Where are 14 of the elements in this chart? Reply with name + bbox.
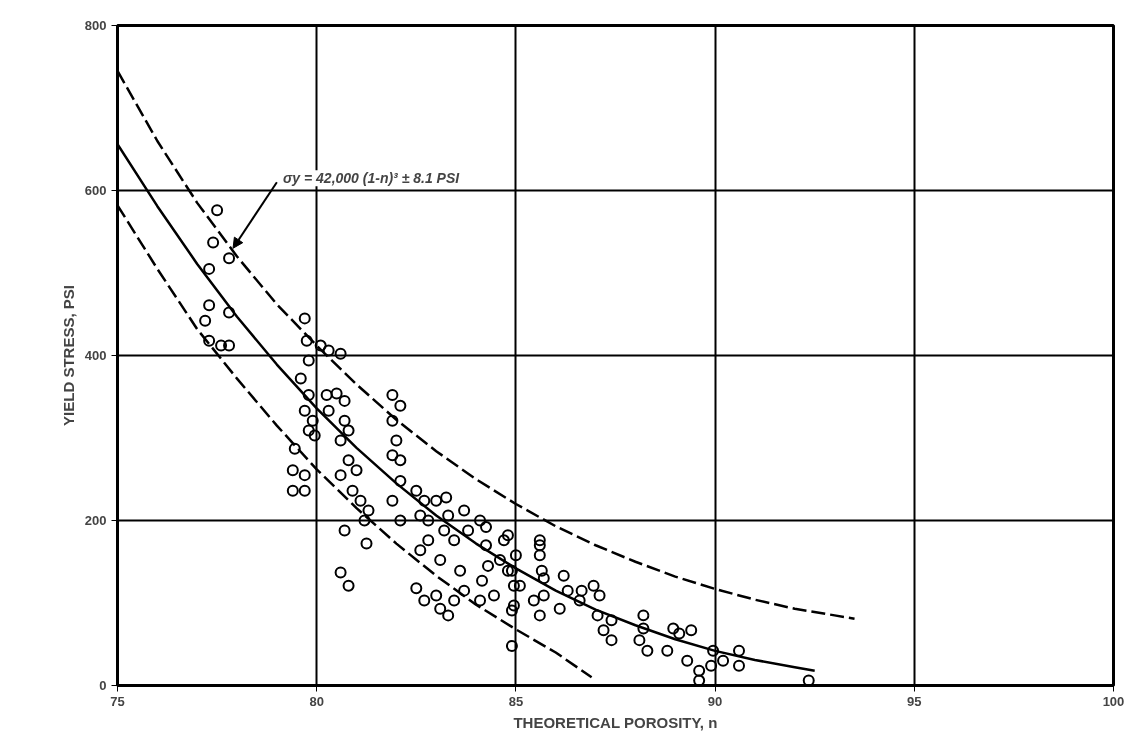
x-tick-label: 95 bbox=[907, 693, 922, 709]
x-axis-title: THEORETICAL POROSITY, n bbox=[513, 713, 718, 731]
x-tick-label: 100 bbox=[1102, 693, 1125, 709]
x-tick-label: 85 bbox=[508, 693, 524, 709]
x-tick-label: 90 bbox=[707, 693, 723, 709]
y-tick-label: 200 bbox=[84, 513, 107, 528]
annotation: σy = 42,000 (1-n)³ ± 8.1 PSI bbox=[283, 170, 461, 187]
y-tick-label: 800 bbox=[84, 18, 107, 33]
y-tick-label: 0 bbox=[99, 678, 107, 693]
x-tick-label: 75 bbox=[110, 693, 125, 709]
y-axis-title: YIELD STRESS, PSI bbox=[59, 285, 77, 426]
x-tick-label: 80 bbox=[309, 693, 324, 709]
y-tick-label: 600 bbox=[84, 183, 107, 198]
y-tick-label: 400 bbox=[84, 348, 107, 363]
